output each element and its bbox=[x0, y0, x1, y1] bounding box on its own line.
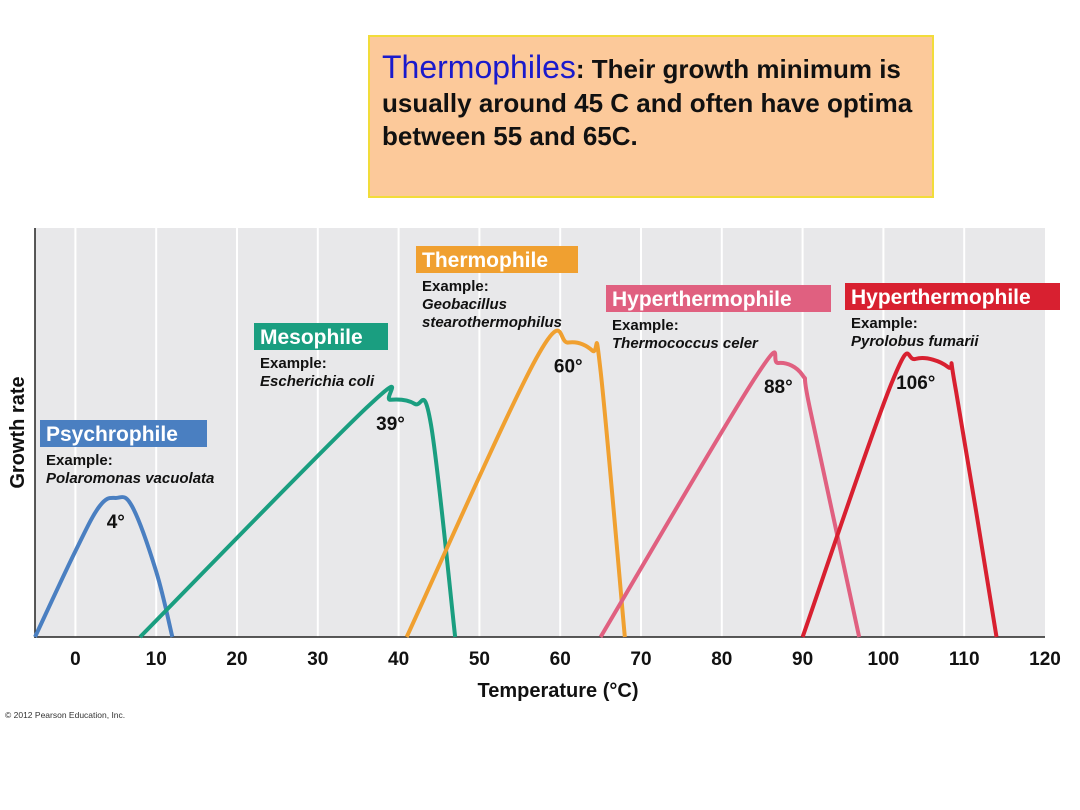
series-label-box-1 bbox=[40, 420, 207, 447]
x-tick-label: 60 bbox=[550, 649, 571, 670]
x-tick-label: 10 bbox=[146, 649, 167, 670]
peak-label-5: 106° bbox=[896, 373, 935, 394]
series-label-box-2 bbox=[254, 323, 388, 350]
example-organism-4: Thermococcus celer bbox=[612, 335, 759, 352]
copyright-notice: © 2012 Pearson Education, Inc. bbox=[5, 710, 126, 720]
x-tick-label: 40 bbox=[388, 649, 409, 670]
x-tick-label: 110 bbox=[949, 649, 980, 670]
series-line-4 bbox=[598, 350, 862, 639]
example-organism-2: Escherichia coli bbox=[260, 373, 375, 390]
x-tick-label: 100 bbox=[868, 649, 900, 670]
peak-label-3: 60° bbox=[554, 357, 583, 378]
series-line-1 bbox=[33, 495, 175, 638]
x-tick-label: 70 bbox=[630, 649, 651, 670]
series-label-box-4 bbox=[606, 285, 831, 312]
example-label-2: Example: bbox=[260, 355, 327, 372]
example-label-5: Example: bbox=[851, 315, 918, 332]
example-label-1: Example: bbox=[46, 452, 113, 469]
series-line-5 bbox=[800, 351, 999, 638]
series-name-1: Psychrophile bbox=[46, 423, 178, 446]
series-name-2: Mesophile bbox=[260, 326, 363, 349]
x-tick-label: 20 bbox=[226, 649, 247, 670]
x-tick-label: 0 bbox=[70, 649, 81, 670]
example-organism-5: Pyrolobus fumarii bbox=[851, 333, 979, 350]
series-name-4: Hyperthermophile bbox=[612, 288, 792, 311]
series-line-3 bbox=[404, 328, 627, 638]
example-label-3: Example: bbox=[422, 278, 489, 295]
x-tick-label: 50 bbox=[469, 649, 490, 670]
thermophiles-callout: Thermophiles: Their growth minimum is us… bbox=[368, 35, 934, 198]
series-label-box-5 bbox=[845, 283, 1060, 310]
example-organism-1: Polaromonas vacuolata bbox=[46, 470, 214, 487]
example-organism-3-line2: stearothermophilus bbox=[422, 314, 562, 331]
series-label-box-3 bbox=[416, 246, 578, 273]
x-tick-label: 90 bbox=[792, 649, 813, 670]
peak-label-4: 88° bbox=[764, 377, 793, 398]
x-tick-label: 30 bbox=[307, 649, 328, 670]
example-organism-3-line1: Geobacillus bbox=[422, 296, 507, 313]
y-axis-title: Growth rate bbox=[7, 376, 29, 488]
x-axis-title: Temperature (°C) bbox=[478, 680, 639, 702]
callout-highlight: Thermophiles bbox=[382, 49, 576, 85]
example-label-4: Example: bbox=[612, 317, 679, 334]
peak-label-2: 39° bbox=[376, 414, 405, 435]
series-line-2 bbox=[138, 384, 458, 639]
x-tick-label: 80 bbox=[711, 649, 732, 670]
callout-text: : Their growth minimum is usually around… bbox=[382, 54, 913, 151]
x-tick-label: 120 bbox=[1029, 649, 1061, 670]
growth-rate-chart: 0 10 20 30 40 50 60 70 80 90 100 110 120 Temperature … bbox=[7, 228, 1061, 702]
series-name-5: Hyperthermophile bbox=[851, 286, 1031, 309]
peak-label-1: 4° bbox=[107, 512, 125, 533]
series-name-3: Thermophile bbox=[422, 249, 548, 272]
